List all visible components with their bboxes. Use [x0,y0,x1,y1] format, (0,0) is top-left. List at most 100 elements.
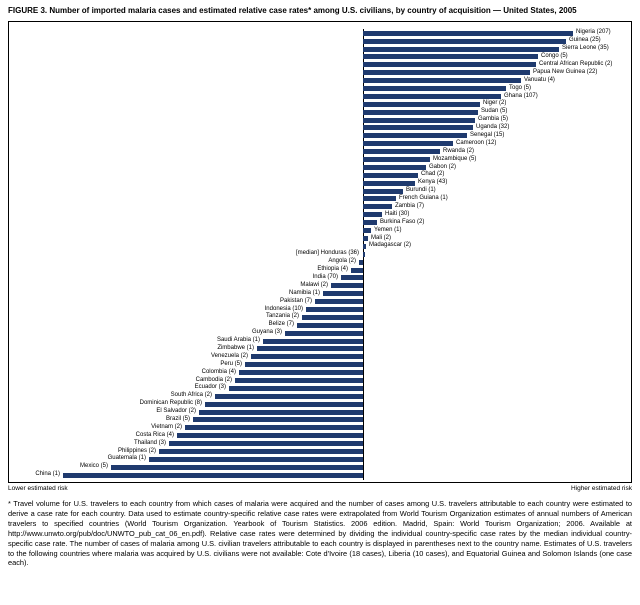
country-bar [239,370,363,376]
country-label: Niger (2) [483,100,507,107]
bar-row: Saudi Arabia (1) [9,337,631,345]
country-label: Kenya (43) [418,179,448,186]
country-bar [315,299,363,305]
country-label: Nigeria (207) [576,29,611,36]
bar-row: Cameroon (12) [9,140,631,148]
country-bar [359,259,363,265]
bar-row: Yemen (1) [9,227,631,235]
country-label: Pakistan (7) [279,297,312,304]
bar-row: Senegal (15) [9,132,631,140]
country-label: Gambia (5) [478,116,509,123]
bar-row: Uganda (32) [9,124,631,132]
bar-row: Tanzania (2) [9,313,631,321]
country-label: Yemen (1) [374,226,402,233]
country-bar [251,354,363,360]
country-label: Guinea (25) [569,37,601,44]
country-bar [245,362,363,368]
country-label: Sierra Leone (35) [562,45,609,52]
country-bar [297,322,363,328]
country-label: Venezuela (2) [210,352,248,359]
country-bar [323,291,363,297]
bar-row: Malawi (2) [9,282,631,290]
axis-label-lower-risk: Lower estimated risk [8,485,68,493]
bar-row: Zimbabwe (1) [9,345,631,353]
country-bar [363,54,538,60]
country-bar [285,330,363,336]
country-label: Ecuador (3) [194,384,226,391]
bar-row: [median] Honduras (36) [9,250,631,258]
country-bar [177,433,363,439]
country-label: China (1) [35,471,60,478]
bar-row: Vietnam (2) [9,424,631,432]
country-label: Uganda (32) [476,124,510,131]
country-bar [331,283,363,289]
country-bar [363,117,475,123]
chart-area: Nigeria (207) Guinea (25) Sierra Leone (35… [8,21,632,484]
country-label: Chad (2) [421,171,445,178]
country-bar [363,228,371,234]
country-bar [363,188,403,194]
country-bar [306,306,363,312]
bar-row: El Salvador (2) [9,408,631,416]
country-bar [229,385,363,391]
bar-row: Philippines (2) [9,448,631,456]
bar-row: Belize (7) [9,321,631,329]
country-label: Zambia (7) [395,202,425,209]
country-bar [363,78,521,84]
country-bar [363,70,530,76]
axis-labels: Lower estimated risk Higher estimated ri… [8,485,632,492]
country-label: Tanzania (2) [265,313,299,320]
bar-row: Kenya (43) [9,179,631,187]
bar-row: Togo (5) [9,85,631,93]
country-label: Zimbabwe (1) [217,345,254,352]
country-bar [205,401,363,407]
country-label: Belize (7) [268,321,294,328]
bar-row: Sierra Leone (35) [9,45,631,53]
bar-row: Haiti (30) [9,211,631,219]
country-bar [363,30,573,36]
country-bar [363,101,480,107]
country-bar [63,472,363,478]
bar-row: Burundi (1) [9,187,631,195]
country-bar [363,62,536,68]
country-bar [363,149,440,155]
country-label: Cambodia (2) [195,376,232,383]
country-label: Philippines (2) [117,447,156,454]
bar-row: Pakistan (7) [9,298,631,306]
country-bar [302,314,363,320]
country-bar [199,409,363,415]
country-label: Guyana (3) [251,329,282,336]
bar-row: Guyana (3) [9,329,631,337]
bar-row: Brazil (5) [9,416,631,424]
bar-row: Niger (2) [9,100,631,108]
country-label: Mozambique (5) [433,155,477,162]
country-label: Brazil (5) [165,416,190,423]
bar-row: Gabon (2) [9,164,631,172]
country-label: South Africa (2) [170,392,212,399]
bar-row: China (1) [9,471,631,479]
country-label: Burkina Faso (2) [380,218,425,225]
country-label: [median] Honduras (36) [295,250,359,257]
bar-row: Congo (5) [9,53,631,61]
bar-row: Ghana (107) [9,93,631,101]
bar-row: Mexico (5) [9,463,631,471]
country-bar [363,220,377,226]
bar-row: Rwanda (2) [9,148,631,156]
country-label: Central African Republic (2) [539,60,613,67]
bar-row: Indonesia (10) [9,306,631,314]
country-label: Malawi (2) [300,281,328,288]
country-label: Vanuatu (4) [524,76,555,83]
bar-row: Mali (2) [9,235,631,243]
country-label: Togo (5) [509,84,532,91]
bar-row: Dominican Republic (8) [9,400,631,408]
bar-row: Cambodia (2) [9,377,631,385]
country-label: Rwanda (2) [443,147,475,154]
country-label: India (70) [312,274,338,280]
bar-row: Sudan (5) [9,108,631,116]
bar-row: Colombia (4) [9,369,631,377]
country-bar [363,212,382,218]
bar-row: Gambia (5) [9,116,631,124]
country-bar [363,93,501,99]
country-bar [257,346,363,352]
country-label: Indonesia (10) [264,305,303,312]
